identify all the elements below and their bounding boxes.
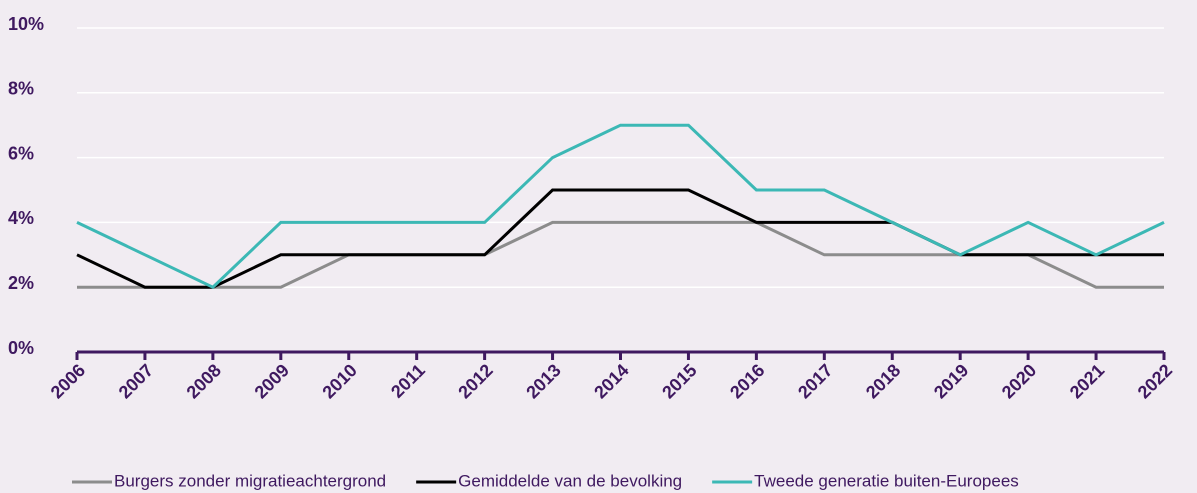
series-line	[76, 188, 1164, 289]
x-tick-label: 2010	[318, 360, 360, 402]
x-tick-label: 2019	[930, 360, 972, 402]
y-tick-label: 10%	[8, 14, 44, 34]
x-tick-label: 2011	[387, 360, 429, 402]
x-tick-label: 2018	[862, 360, 904, 402]
x-tick-label: 2013	[522, 360, 564, 402]
x-tick-label: 2021	[1066, 360, 1108, 402]
y-tick-label: 6%	[8, 143, 34, 163]
x-tick-label: 2016	[726, 360, 768, 402]
x-tick-label: 2017	[794, 360, 836, 402]
x-tick-label: 2012	[454, 360, 496, 402]
y-tick-label: 0%	[8, 338, 34, 358]
y-tick-label: 4%	[8, 208, 34, 228]
x-tick-label: 2006	[47, 360, 89, 402]
series-line	[76, 123, 1165, 289]
x-tick-label: 2020	[998, 360, 1040, 402]
y-tick-label: 8%	[8, 79, 34, 99]
x-tick-label: 2007	[115, 360, 157, 402]
x-tick-label: 2014	[590, 360, 632, 402]
x-tick-label: 2008	[183, 360, 225, 402]
legend-label: Tweede generatie buiten-Europees	[754, 471, 1019, 490]
x-tick-label: 2009	[251, 360, 293, 402]
legend-label: Burgers zonder migratieachtergrond	[114, 471, 386, 490]
x-tick-label: 2015	[658, 360, 700, 402]
x-tick-label: 2022	[1134, 360, 1176, 402]
y-tick-label: 2%	[8, 273, 34, 293]
legend-label: Gemiddelde van de bevolking	[458, 471, 682, 490]
